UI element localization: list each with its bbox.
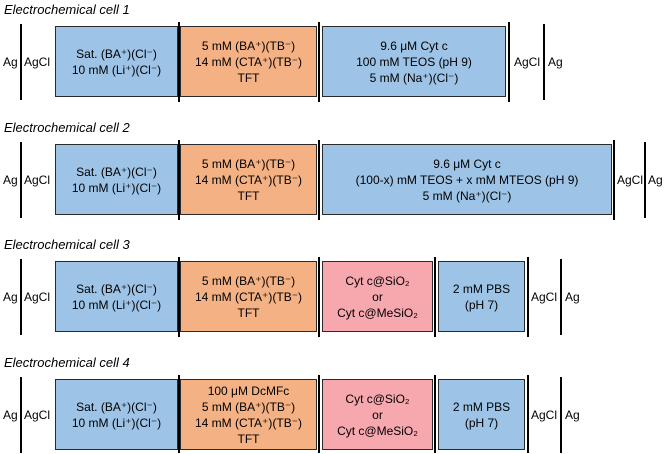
- cell-1-left-phase-boundary: [20, 24, 22, 100]
- cell-3-left-phase-boundary: [20, 259, 22, 335]
- cell-4-title: Electrochemical cell 4: [4, 355, 130, 370]
- cell-3-right-metal: Ag: [565, 290, 580, 304]
- cell-3-interface-2: [318, 257, 320, 337]
- cell-4-aqueous-reference: Sat. (BA⁺)(Cl⁻) 10 mM (Li⁺)(Cl⁻): [55, 379, 178, 450]
- cell-1-aqueous-reference: Sat. (BA⁺)(Cl⁻) 10 mM (Li⁺)(Cl⁻): [55, 26, 178, 97]
- cell-1-right-salt: AgCl: [514, 55, 541, 69]
- organic-line: TFT: [237, 431, 260, 446]
- aqueous-line: (pH 7): [464, 415, 499, 430]
- cell-4-interface-4: [527, 375, 529, 453]
- cell-2-interface-1: [178, 140, 180, 220]
- organic-line: 5 mM (BA⁺)(TB⁻): [201, 399, 296, 414]
- cell-4-left-salt: AgCl: [24, 408, 51, 422]
- cell-2-interface-3: [613, 140, 615, 220]
- cell-1-interface-3: [508, 22, 510, 102]
- cell-2-interface-2: [318, 140, 320, 220]
- cell-4-interface-2: [318, 375, 320, 453]
- cell-4-right-phase-boundary: [560, 377, 562, 453]
- cell-2-right-salt: AgCl: [617, 173, 644, 187]
- aqueous-line: 9.6 μM Cyt c: [380, 38, 448, 53]
- aqueous-line: 9.6 μM Cyt c: [433, 156, 501, 171]
- cell-1-right-metal: Ag: [548, 55, 563, 69]
- cell-3-aqueous-reference: Sat. (BA⁺)(Cl⁻) 10 mM (Li⁺)(Cl⁻): [55, 261, 178, 332]
- cell-1-title: Electrochemical cell 1: [4, 2, 130, 17]
- cell-1-aqueous-phase: 9.6 μM Cyt c 100 mM TEOS (pH 9) 5 mM (Na…: [322, 26, 506, 97]
- cell-4-right-salt: AgCl: [531, 408, 558, 422]
- cell-4-silica-film: Cyt c@SiO₂ or Cyt c@MeSiO₂: [322, 379, 433, 450]
- cell-2-left-salt: AgCl: [24, 173, 51, 187]
- aqueous-line: 5 mM (Na⁺)(Cl⁻): [422, 188, 512, 203]
- organic-line: TFT: [237, 305, 260, 320]
- organic-line: 5 mM (BA⁺)(TB⁻): [201, 38, 296, 53]
- film-line: or: [372, 289, 383, 304]
- cell-1-left-salt: AgCl: [24, 55, 51, 69]
- organic-line: 5 mM (BA⁺)(TB⁻): [201, 156, 296, 171]
- cell-2-left-phase-boundary: [20, 142, 22, 218]
- cell-2-organic-phase: 5 mM (BA⁺)(TB⁻) 14 mM (CTA⁺)(TB⁻) TFT: [180, 144, 317, 215]
- organic-line: 14 mM (CTA⁺)(TB⁻): [194, 54, 303, 69]
- cell-1-interface-2: [318, 22, 320, 102]
- aqueous-line: 2 mM PBS: [452, 399, 511, 414]
- cell-1-left-metal: Ag: [3, 55, 18, 69]
- cell-4-left-phase-boundary: [20, 377, 22, 453]
- cell-4-right-metal: Ag: [565, 408, 580, 422]
- aqueous-line: (100-x) mM TEOS + x mM MTEOS (pH 9): [355, 172, 579, 187]
- aq-ref-line: Sat. (BA⁺)(Cl⁻): [76, 399, 157, 414]
- organic-line: 14 mM (CTA⁺)(TB⁻): [194, 415, 303, 430]
- cell-2-left-metal: Ag: [3, 173, 18, 187]
- cell-3-right-salt: AgCl: [531, 290, 558, 304]
- cell-3-interface-3: [434, 257, 436, 337]
- organic-line: 14 mM (CTA⁺)(TB⁻): [194, 172, 303, 187]
- aqueous-line: (pH 7): [464, 297, 499, 312]
- cell-1-organic-phase: 5 mM (BA⁺)(TB⁻) 14 mM (CTA⁺)(TB⁻) TFT: [180, 26, 317, 97]
- organic-line: TFT: [237, 188, 260, 203]
- aq-ref-line: 10 mM (Li⁺)(Cl⁻): [71, 62, 162, 77]
- aqueous-line: 5 mM (Na⁺)(Cl⁻): [369, 70, 459, 85]
- film-line: or: [372, 407, 383, 422]
- cell-4-aqueous-phase: 2 mM PBS (pH 7): [438, 379, 525, 450]
- cell-4-interface-1: [178, 375, 180, 453]
- cell-3-interface-1: [178, 257, 180, 337]
- cell-3-left-salt: AgCl: [24, 290, 51, 304]
- film-line: Cyt c@SiO₂: [345, 273, 410, 288]
- cell-4-organic-phase: 100 μM DcMFc 5 mM (BA⁺)(TB⁻) 14 mM (CTA⁺…: [180, 379, 317, 450]
- aq-ref-line: 10 mM (Li⁺)(Cl⁻): [71, 180, 162, 195]
- cell-2-title: Electrochemical cell 2: [4, 120, 130, 135]
- aqueous-line: 2 mM PBS: [452, 281, 511, 296]
- cell-3-interface-4: [527, 257, 529, 337]
- aq-ref-line: Sat. (BA⁺)(Cl⁻): [76, 281, 157, 296]
- aq-ref-line: Sat. (BA⁺)(Cl⁻): [76, 164, 157, 179]
- organic-line: 5 mM (BA⁺)(TB⁻): [201, 273, 296, 288]
- cell-3-title: Electrochemical cell 3: [4, 237, 130, 252]
- cell-2-aqueous-reference: Sat. (BA⁺)(Cl⁻) 10 mM (Li⁺)(Cl⁻): [55, 144, 178, 215]
- aqueous-line: 100 mM TEOS (pH 9): [356, 54, 472, 69]
- film-line: Cyt c@MeSiO₂: [337, 305, 418, 320]
- cell-3-organic-phase: 5 mM (BA⁺)(TB⁻) 14 mM (CTA⁺)(TB⁻) TFT: [180, 261, 317, 332]
- cell-3-left-metal: Ag: [3, 290, 18, 304]
- cell-2-right-metal: Ag: [648, 173, 663, 187]
- cell-2-aqueous-phase: 9.6 μM Cyt c (100-x) mM TEOS + x mM MTEO…: [322, 144, 612, 215]
- film-line: Cyt c@MeSiO₂: [337, 423, 418, 438]
- cell-3-silica-film: Cyt c@SiO₂ or Cyt c@MeSiO₂: [322, 261, 433, 332]
- organic-line: TFT: [237, 70, 260, 85]
- organic-line: 100 μM DcMFc: [207, 383, 290, 398]
- film-line: Cyt c@SiO₂: [345, 391, 410, 406]
- aq-ref-line: 10 mM (Li⁺)(Cl⁻): [71, 415, 162, 430]
- aq-ref-line: 10 mM (Li⁺)(Cl⁻): [71, 297, 162, 312]
- cell-3-right-phase-boundary: [560, 259, 562, 335]
- cell-1-right-phase-boundary: [543, 24, 545, 100]
- cell-3-aqueous-phase: 2 mM PBS (pH 7): [438, 261, 525, 332]
- aq-ref-line: Sat. (BA⁺)(Cl⁻): [76, 46, 157, 61]
- organic-line: 14 mM (CTA⁺)(TB⁻): [194, 289, 303, 304]
- cell-4-left-metal: Ag: [3, 408, 18, 422]
- cell-1-interface-1: [178, 22, 180, 102]
- cell-4-interface-3: [434, 375, 436, 453]
- cell-2-right-phase-boundary: [644, 142, 646, 218]
